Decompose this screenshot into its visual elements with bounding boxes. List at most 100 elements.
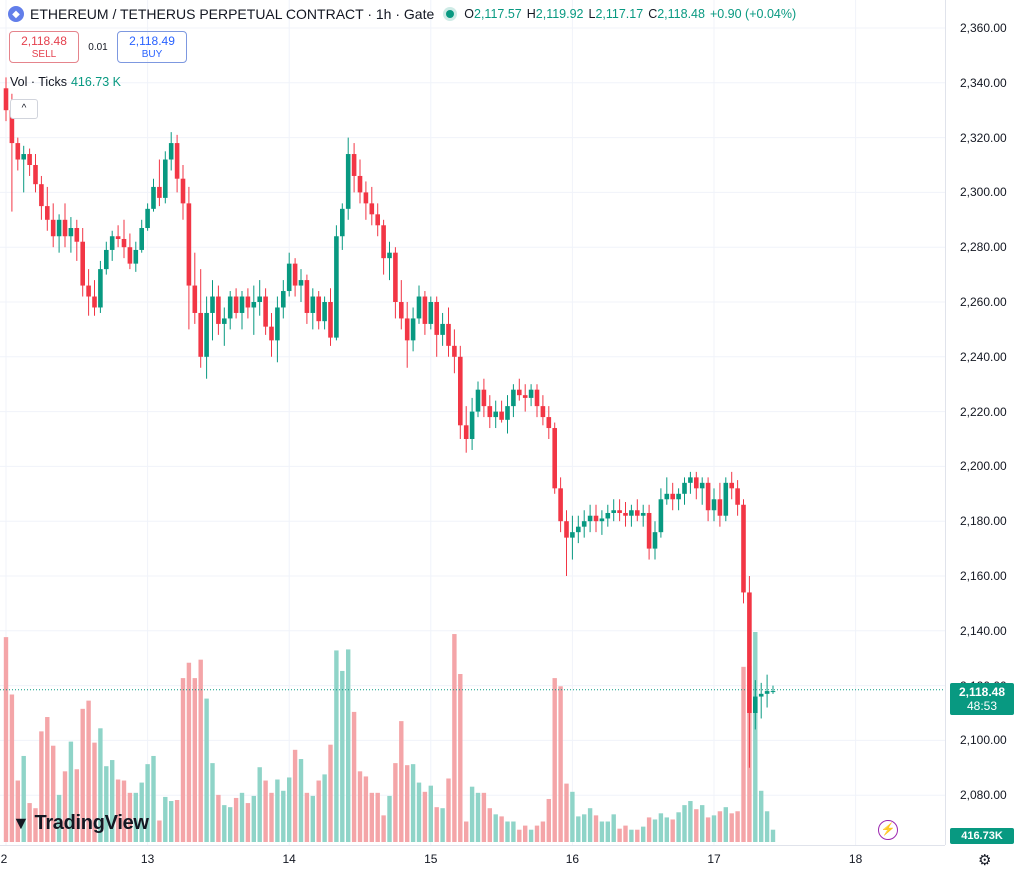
candle-body[interactable]: [658, 499, 664, 533]
candle-body[interactable]: [410, 318, 416, 341]
candle-body[interactable]: [233, 296, 239, 313]
candle-body[interactable]: [239, 296, 245, 313]
candle-body[interactable]: [387, 252, 392, 259]
candle-body[interactable]: [452, 345, 457, 357]
candle-body[interactable]: [399, 302, 404, 319]
candle-body[interactable]: [104, 249, 109, 270]
candle-body[interactable]: [511, 389, 516, 407]
time-axis[interactable]: 2 13 14 15 16 17 18: [0, 845, 945, 873]
candle-body[interactable]: [222, 318, 227, 324]
buy-button[interactable]: 2,118.49 BUY: [117, 31, 187, 63]
candle-body[interactable]: [304, 280, 310, 313]
price-chart[interactable]: [0, 0, 945, 845]
candle-body[interactable]: [682, 482, 687, 494]
candle-body[interactable]: [558, 488, 563, 522]
candle-body[interactable]: [334, 236, 339, 338]
candle-body[interactable]: [593, 515, 599, 522]
candle-body[interactable]: [587, 515, 593, 522]
candle-body[interactable]: [670, 493, 675, 500]
candle-body[interactable]: [9, 110, 15, 144]
candle-body[interactable]: [729, 482, 734, 489]
market-status-icon[interactable]: [446, 10, 455, 18]
candle-body[interactable]: [540, 406, 546, 418]
candle-body[interactable]: [74, 228, 80, 242]
candle-body[interactable]: [328, 302, 333, 338]
candle-body[interactable]: [92, 296, 97, 308]
candle-body[interactable]: [62, 219, 68, 237]
candle-body[interactable]: [522, 395, 528, 398]
candle-body[interactable]: [139, 228, 144, 250]
candle-body[interactable]: [80, 241, 85, 286]
candle-body[interactable]: [463, 425, 469, 439]
symbol-title[interactable]: ETHEREUM / TETHERUS PERPETUAL CONTRACT ·…: [30, 6, 435, 22]
candle-body[interactable]: [664, 493, 670, 500]
candle-body[interactable]: [694, 477, 699, 489]
candle-body[interactable]: [735, 488, 740, 505]
candle-body[interactable]: [640, 512, 646, 516]
candle-body[interactable]: [440, 323, 445, 335]
candle-body[interactable]: [404, 318, 410, 341]
candle-body[interactable]: [127, 247, 133, 264]
volume-legend[interactable]: Vol · Ticks 416.73 K: [10, 75, 121, 89]
candle-body[interactable]: [699, 482, 705, 489]
candle-body[interactable]: [180, 178, 186, 204]
candle-body[interactable]: [576, 526, 581, 533]
candle-body[interactable]: [635, 510, 640, 516]
candle-body[interactable]: [33, 165, 38, 185]
candle-body[interactable]: [552, 428, 557, 489]
candle-body[interactable]: [534, 389, 540, 407]
candle-body[interactable]: [475, 389, 481, 412]
candle-body[interactable]: [493, 411, 498, 418]
candle-body[interactable]: [434, 302, 439, 335]
candle-body[interactable]: [599, 518, 605, 522]
candle-body[interactable]: [133, 249, 139, 264]
candle-body[interactable]: [145, 208, 150, 229]
candle-body[interactable]: [263, 296, 268, 327]
candle-body[interactable]: [605, 512, 611, 519]
candle-body[interactable]: [770, 691, 776, 693]
candle-body[interactable]: [186, 203, 192, 286]
candle-body[interactable]: [292, 263, 298, 286]
candle-body[interactable]: [629, 510, 634, 516]
candle-body[interactable]: [517, 389, 522, 396]
candle-body[interactable]: [688, 477, 693, 483]
candle-body[interactable]: [198, 312, 203, 357]
candle-body[interactable]: [676, 493, 681, 500]
candle-body[interactable]: [446, 323, 451, 346]
gear-icon[interactable]: ⚙: [978, 852, 992, 869]
sell-button[interactable]: 2,118.48 SELL: [9, 31, 79, 63]
candle-body[interactable]: [764, 691, 770, 694]
candle-body[interactable]: [3, 88, 9, 111]
collapse-legend-button[interactable]: ^: [10, 99, 38, 119]
candle-body[interactable]: [422, 296, 428, 324]
lightning-icon[interactable]: ⚡: [878, 820, 898, 840]
candle-body[interactable]: [758, 693, 764, 697]
candle-body[interactable]: [15, 143, 21, 160]
candle-body[interactable]: [245, 296, 251, 308]
candle-body[interactable]: [275, 307, 280, 341]
candle-body[interactable]: [393, 252, 398, 302]
candle-body[interactable]: [487, 406, 493, 418]
candle-body[interactable]: [481, 389, 487, 407]
candle-body[interactable]: [351, 154, 357, 176]
candle-body[interactable]: [747, 592, 752, 713]
candle-body[interactable]: [109, 236, 115, 250]
candle-body[interactable]: [623, 512, 628, 516]
candle-body[interactable]: [56, 219, 62, 237]
candle-body[interactable]: [711, 499, 717, 511]
candle-body[interactable]: [469, 411, 475, 439]
candle-body[interactable]: [581, 521, 587, 527]
candle-body[interactable]: [27, 154, 32, 165]
candle-body[interactable]: [570, 532, 575, 538]
candle-body[interactable]: [210, 296, 215, 313]
candle-body[interactable]: [151, 186, 156, 209]
candle-body[interactable]: [316, 296, 321, 322]
candle-body[interactable]: [204, 312, 209, 357]
candle-body[interactable]: [257, 296, 262, 302]
candle-body[interactable]: [741, 504, 746, 593]
candle-body[interactable]: [157, 186, 162, 198]
candle-body[interactable]: [281, 291, 286, 308]
candle-body[interactable]: [174, 143, 180, 179]
candle-body[interactable]: [363, 192, 369, 204]
candle-body[interactable]: [546, 417, 552, 429]
